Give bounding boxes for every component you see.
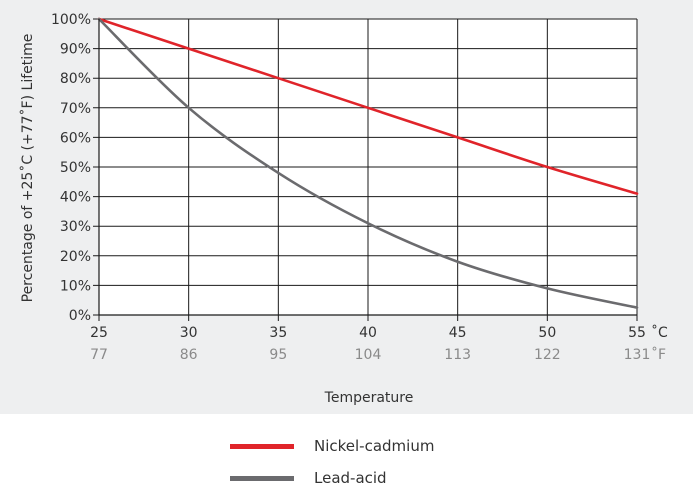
chart-svg: 0% 10% 20% 30% 40% 50% 60% 70% 80% 90% 100% 25 77 30 8… bbox=[19, 12, 668, 406]
x-tick-label-celsius: 30 bbox=[180, 325, 198, 341]
x-tick-label-fahrenheit: 122 bbox=[534, 347, 561, 363]
y-tick-label: 60% bbox=[60, 130, 91, 146]
legend-swatch-lead-acid bbox=[230, 475, 294, 481]
legend-item-lead-acid: Lead-acid bbox=[230, 462, 434, 494]
y-tick-label: 40% bbox=[60, 190, 91, 206]
series-layer bbox=[97, 17, 639, 309]
y-tick-label: 90% bbox=[60, 42, 91, 58]
x-tick-label-celsius: 40 bbox=[359, 325, 377, 341]
x-tick-label-celsius: 45 bbox=[449, 325, 467, 341]
y-tick-label: 50% bbox=[60, 160, 91, 176]
x-unit-fahrenheit: ˚F bbox=[651, 346, 666, 363]
x-tick-label-fahrenheit: 104 bbox=[355, 347, 382, 363]
y-tick-label: 30% bbox=[60, 219, 91, 235]
series-line-lead-acid bbox=[97, 17, 639, 309]
legend-swatch-nickel-cadmium bbox=[230, 443, 294, 449]
y-tick-label: 70% bbox=[60, 101, 91, 117]
x-tick-label-fahrenheit: 86 bbox=[180, 347, 198, 363]
x-tick-label-celsius: 35 bbox=[269, 325, 287, 341]
y-tick-label: 100% bbox=[51, 12, 91, 28]
y-tick-label: 0% bbox=[69, 308, 91, 324]
legend-label-lead-acid: Lead-acid bbox=[314, 469, 387, 487]
x-tick-label-fahrenheit: 95 bbox=[269, 347, 287, 363]
x-unit-celsius: ˚C bbox=[651, 324, 668, 341]
legend-item-nickel-cadmium: Nickel-cadmium bbox=[230, 430, 434, 462]
legend: Nickel-cadmium Lead-acid bbox=[230, 430, 434, 494]
x-tick-label-celsius: 50 bbox=[538, 325, 556, 341]
y-tick-label: 80% bbox=[60, 71, 91, 87]
x-tick-label-fahrenheit: 113 bbox=[444, 347, 471, 363]
axes-layer bbox=[98, 19, 637, 316]
series-line-nickel-cadmium bbox=[97, 17, 639, 195]
x-axis-title: Temperature bbox=[324, 390, 414, 406]
x-tick-label-celsius: 55 bbox=[628, 325, 646, 341]
y-tick-label: 20% bbox=[60, 249, 91, 265]
x-tick-label-fahrenheit: 77 bbox=[90, 347, 108, 363]
y-tick-label: 10% bbox=[60, 278, 91, 294]
x-tick-label-fahrenheit: 131 bbox=[624, 347, 651, 363]
label-layer: 0% 10% 20% 30% 40% 50% 60% 70% 80% 90% 100% 25 77 30 8… bbox=[51, 12, 668, 363]
y-axis-title: Percentage of +25˚C (+77˚F) Lifetime bbox=[19, 34, 36, 303]
legend-label-nickel-cadmium: Nickel-cadmium bbox=[314, 437, 435, 455]
chart-panel: 0% 10% 20% 30% 40% 50% 60% 70% 80% 90% 100% 25 77 30 8… bbox=[0, 0, 693, 414]
x-tick-label-celsius: 25 bbox=[90, 325, 108, 341]
